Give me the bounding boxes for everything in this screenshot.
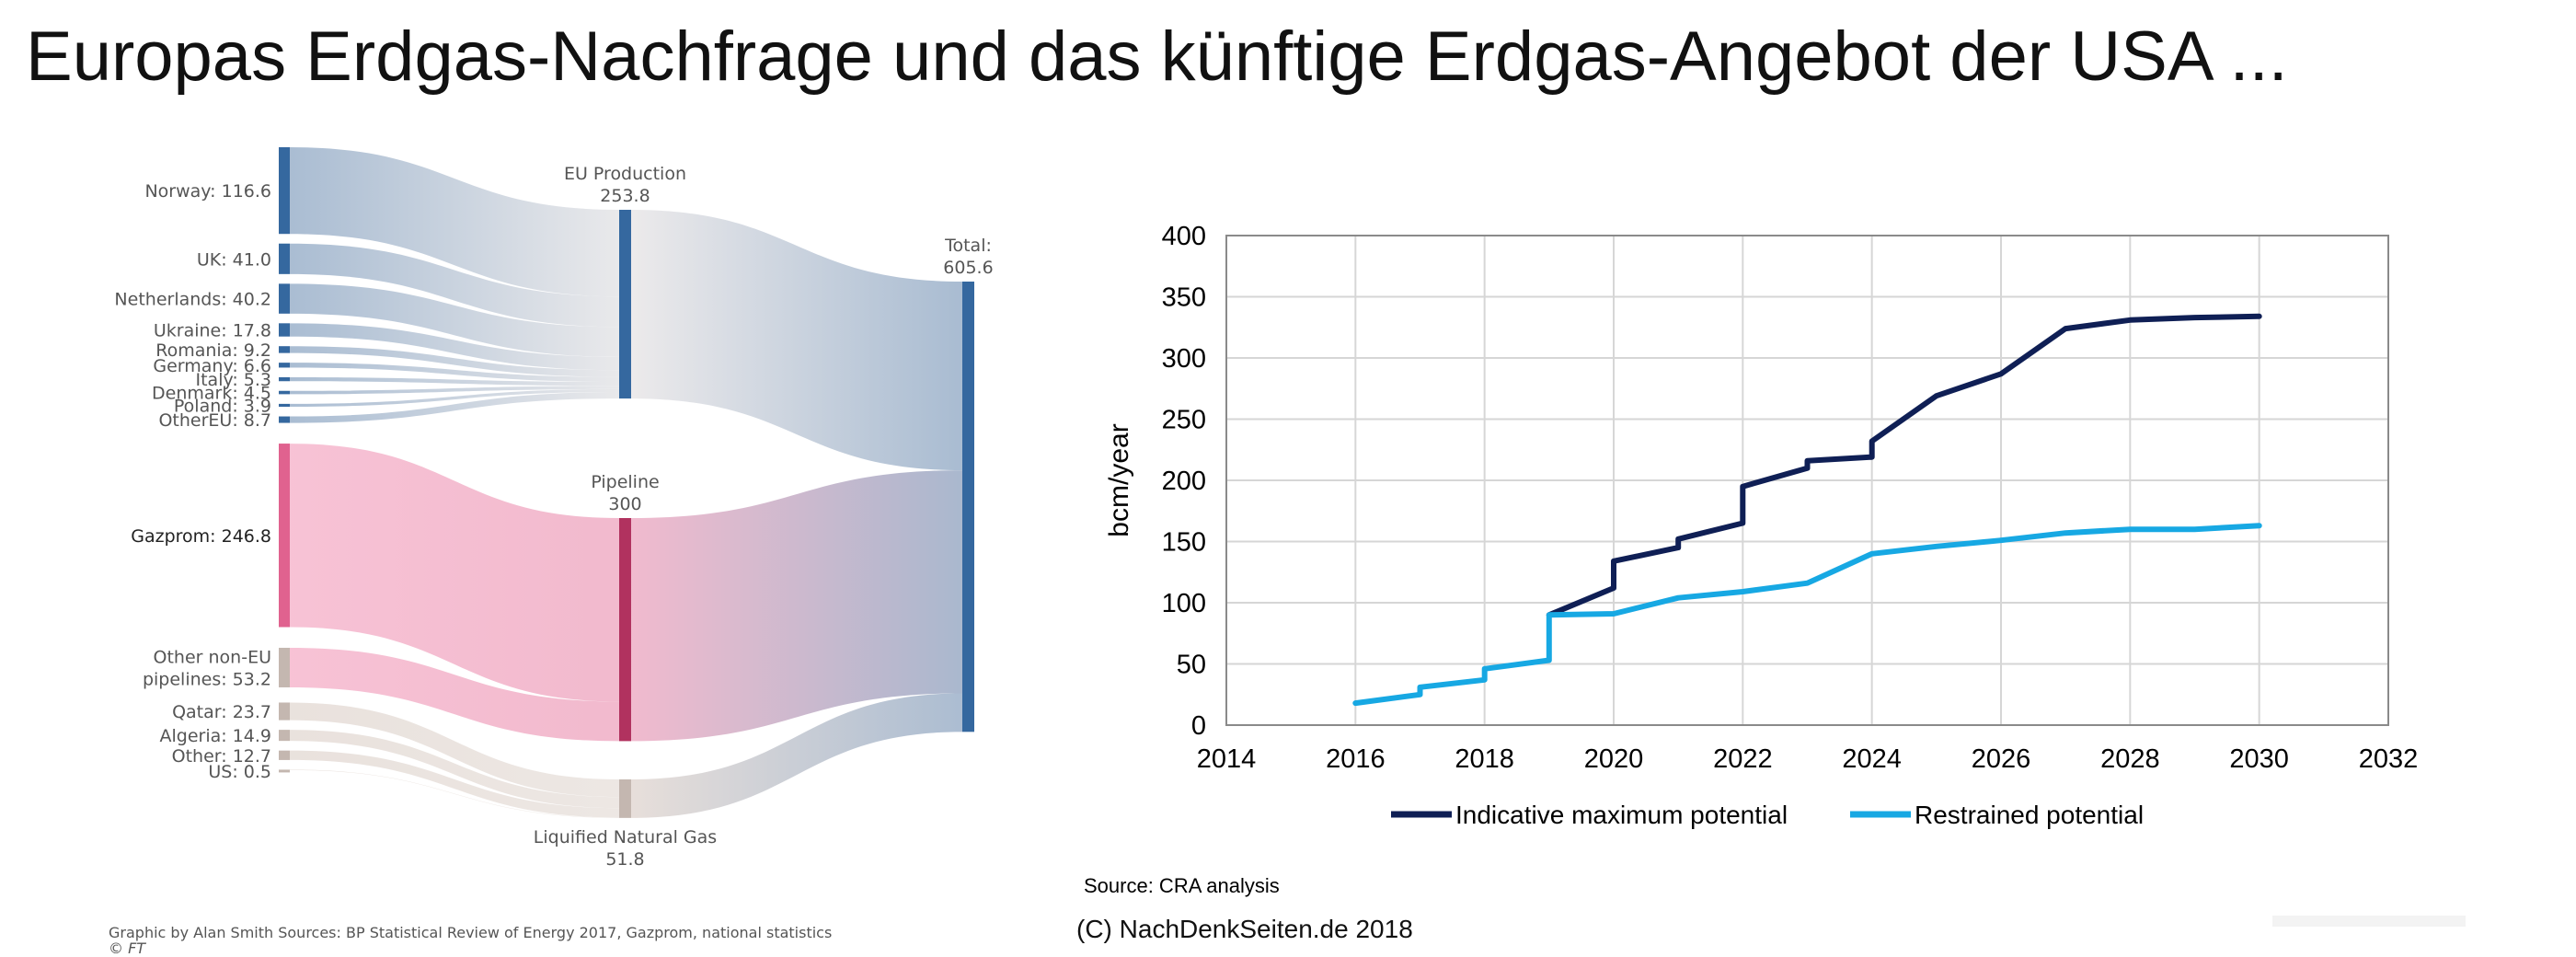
flow-othereu-to-eu-production <box>290 392 619 423</box>
flow-ukraine-to-eu-production <box>290 323 619 371</box>
label-pipeline-name: Pipeline <box>591 472 659 492</box>
node-ukraine <box>279 323 290 337</box>
flow-italy-to-eu-production <box>290 376 619 386</box>
plot-area-frame <box>1225 235 2389 726</box>
label-other-non-eu-pipelines-line-1: Other non-EU <box>154 647 271 667</box>
x-tick-label: 2026 <box>1972 744 2031 774</box>
node-othereu <box>279 416 290 423</box>
page-title: Europas Erdgas-Nachfrage und das künftig… <box>26 17 2288 96</box>
legend-label-indicative-maximum-potential: Indicative maximum potential <box>1455 801 1788 829</box>
label-gazprom: Gazprom: 246.8 <box>131 526 271 547</box>
x-tick-label: 2030 <box>2229 744 2289 774</box>
flow-liquified-natural-gas-to-total <box>631 693 962 818</box>
node-romania <box>279 346 290 353</box>
flow-us-to-liquified-natural-gas <box>290 769 619 818</box>
label-uk: UK: 41.0 <box>197 249 271 270</box>
node-other-non-eu-pipelines <box>279 647 290 687</box>
label-qatar: Qatar: 23.7 <box>172 702 271 722</box>
node-qatar <box>279 702 290 721</box>
label-romania: Romania: 9.2 <box>155 340 271 361</box>
x-tick-label: 2018 <box>1455 744 1514 774</box>
series-line-restrained-potential <box>1352 523 2262 707</box>
node-denmark <box>279 390 290 395</box>
source-note: Source: CRA analysis <box>1084 874 1280 897</box>
flow-gazprom-to-pipeline <box>290 444 619 702</box>
y-tick-label: 350 <box>1162 283 1206 313</box>
y-tick-label: 100 <box>1162 589 1206 618</box>
x-tick-label: 2032 <box>2359 744 2419 774</box>
sankey-copyright: © FT <box>109 940 146 957</box>
flow-uk-to-eu-production <box>290 243 619 328</box>
x-tick-label: 2020 <box>1584 744 1644 774</box>
node-gazprom <box>279 444 290 628</box>
label-poland: Poland: 3.9 <box>174 396 271 416</box>
x-tick-label: 2024 <box>1842 744 1902 774</box>
label-norway: Norway: 116.6 <box>144 181 271 202</box>
flow-germany-to-eu-production <box>290 363 619 382</box>
flow-poland-to-eu-production <box>290 388 619 408</box>
y-tick-label: 400 <box>1162 222 1206 251</box>
label-liquified-natural-gas-name: Liquified Natural Gas <box>534 827 717 847</box>
flow-algeria-to-liquified-natural-gas <box>290 730 619 809</box>
node-italy <box>279 376 290 382</box>
node-uk <box>279 243 290 274</box>
x-tick-label: 2014 <box>1197 744 1257 774</box>
node-pipeline <box>619 518 631 742</box>
label-othereu: OtherEU: 8.7 <box>158 410 271 431</box>
node-norway <box>279 147 290 235</box>
flow-romania-to-eu-production <box>290 346 619 377</box>
series-line-indicative-maximum-potential <box>1546 313 2262 618</box>
watermark <box>2272 916 2466 927</box>
label-eu-production-value: 253.8 <box>600 186 650 206</box>
label-italy: Italy: 5.3 <box>196 370 272 390</box>
y-tick-label: 200 <box>1162 467 1206 496</box>
label-denmark: Denmark: 4.5 <box>152 384 271 404</box>
label-eu-production-name: EU Production <box>564 164 686 184</box>
y-tick-label: 150 <box>1162 528 1206 558</box>
label-other-non-eu-pipelines-line-2: pipelines: 53.2 <box>143 669 271 689</box>
node-germany <box>279 363 290 368</box>
flow-qatar-to-liquified-natural-gas <box>290 702 619 798</box>
y-tick-label: 250 <box>1162 406 1206 435</box>
label-algeria: Algeria: 14.9 <box>159 726 271 746</box>
node-total <box>962 282 974 732</box>
x-tick-label: 2022 <box>1713 744 1773 774</box>
label-other: Other: 12.7 <box>172 746 271 767</box>
label-germany: Germany: 6.6 <box>153 356 271 376</box>
label-ukraine: Ukraine: 17.8 <box>154 321 271 341</box>
flow-pipeline-to-total <box>631 470 962 742</box>
copyright-note: (C) NachDenkSeiten.de 2018 <box>1076 915 1413 943</box>
node-poland <box>279 403 290 408</box>
y-axis-label: bcm/year <box>1104 423 1134 536</box>
flow-eu-production-to-total <box>631 210 962 471</box>
flow-norway-to-eu-production <box>290 147 619 297</box>
label-liquified-natural-gas-value: 51.8 <box>605 849 644 870</box>
flow-other-non-eu-pipelines-to-pipeline <box>290 647 619 742</box>
label-total-value: 605.6 <box>943 258 993 278</box>
node-eu-production <box>619 210 631 399</box>
flow-netherlands-to-eu-production <box>290 283 619 357</box>
node-netherlands <box>279 283 290 314</box>
node-us <box>279 769 290 773</box>
y-tick-label: 50 <box>1177 651 1206 680</box>
x-tick-label: 2028 <box>2100 744 2160 774</box>
label-pipeline-value: 300 <box>608 494 641 514</box>
flow-denmark-to-eu-production <box>290 386 619 395</box>
x-tick-label: 2016 <box>1326 744 1386 774</box>
sankey-chart: Norway: 116.6 UK: 41.0 Netherlands: 40.2 Uk… <box>114 147 994 870</box>
sankey-credit: Graphic by Alan Smith Sources: BP Statis… <box>109 924 833 941</box>
label-netherlands: Netherlands: 40.2 <box>114 290 271 310</box>
label-us: US: 0.5 <box>208 762 271 782</box>
y-tick-label: 0 <box>1191 711 1206 741</box>
y-tick-label: 300 <box>1162 344 1206 374</box>
node-algeria <box>279 730 290 742</box>
node-other <box>279 750 290 760</box>
flow-other-to-liquified-natural-gas <box>290 750 619 818</box>
node-liquified-natural-gas <box>619 779 631 818</box>
legend-label-restrained-potential: Restrained potential <box>1915 801 2144 829</box>
label-total-name: Total: <box>944 236 992 256</box>
